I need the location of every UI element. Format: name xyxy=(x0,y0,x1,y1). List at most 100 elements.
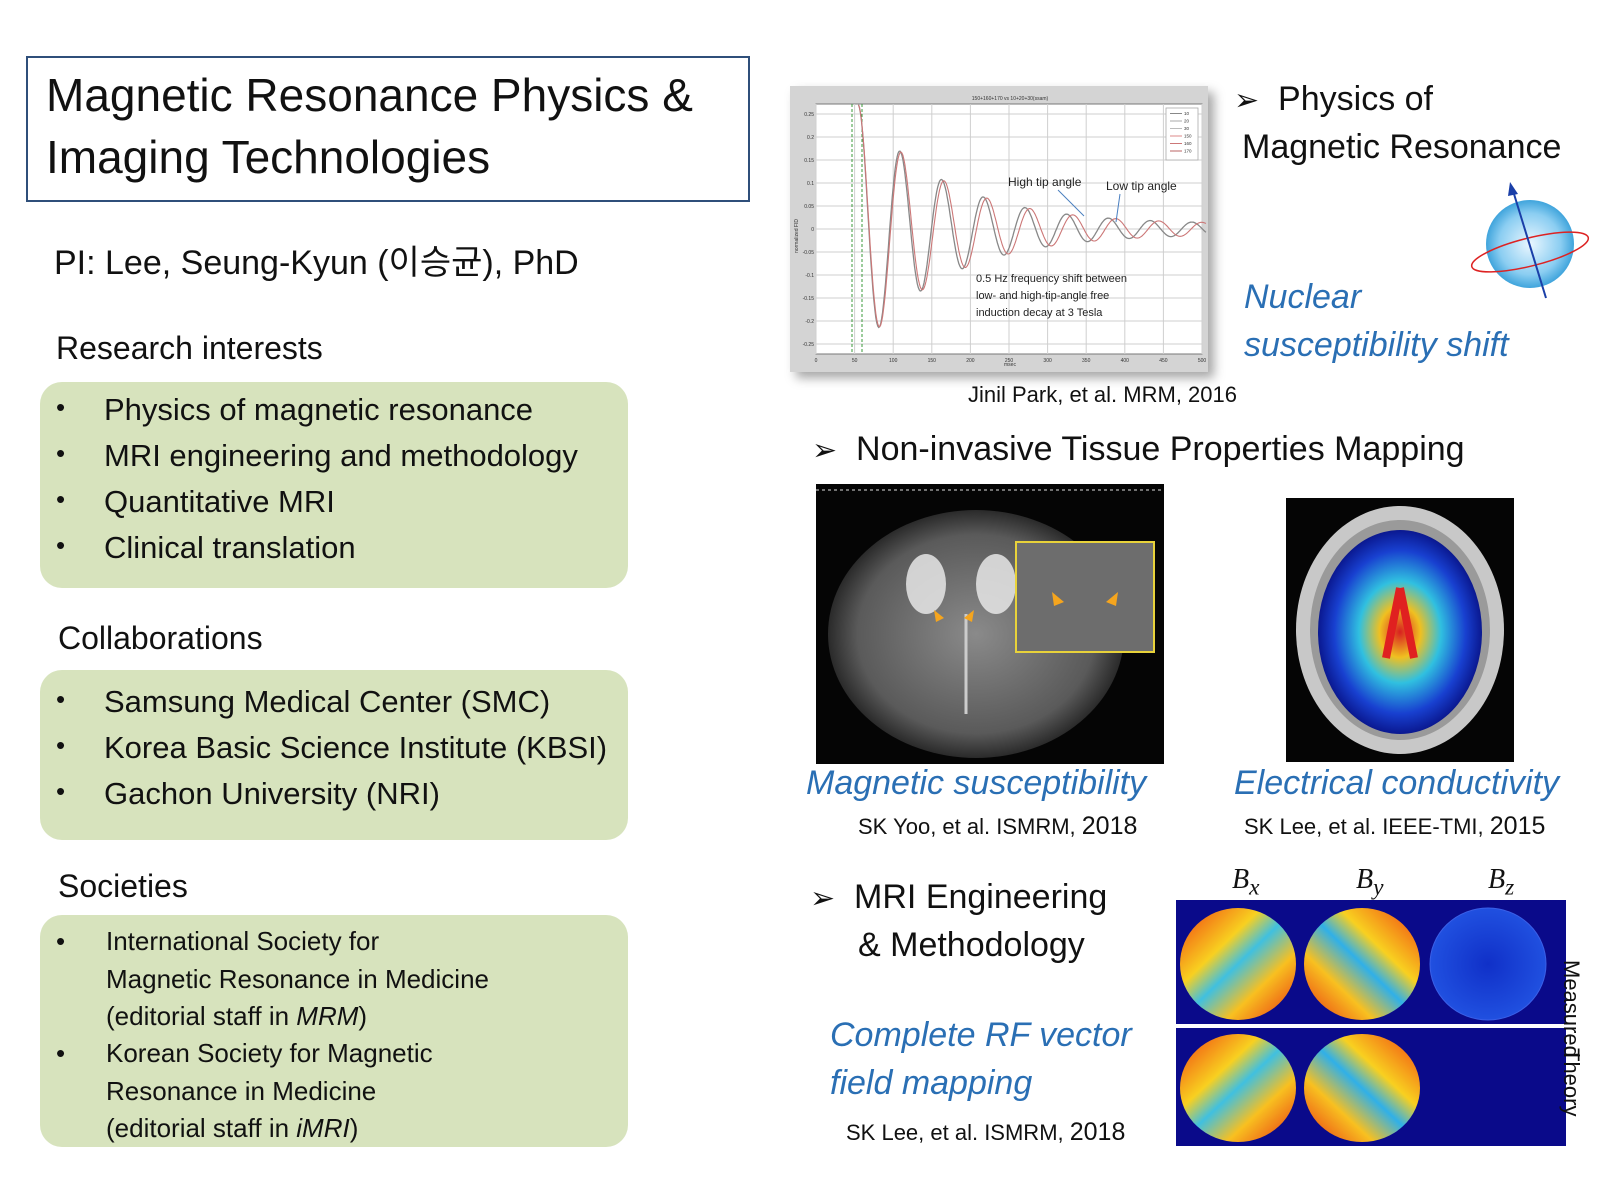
engineering-heading-line-2: & Methodology xyxy=(858,926,1085,964)
b-label: B xyxy=(1232,864,1250,895)
citation-text: SK Lee, et al. ISMRM, xyxy=(846,1120,1070,1145)
arrowhead-icon: ➢ xyxy=(810,882,836,915)
society-line: Magnetic Resonance in Medicine xyxy=(106,963,489,994)
research-item-label: MRI engineering and methodology xyxy=(104,438,578,473)
nuclear-caption-line-1: Nuclear xyxy=(1244,278,1362,316)
col-label-by: By xyxy=(1356,864,1383,902)
citation-year: 2018 xyxy=(1069,1118,1126,1146)
col-label-bz: Bz xyxy=(1488,864,1514,902)
society-text: (editorial staff in xyxy=(106,1113,297,1143)
legend-label: 20 xyxy=(1184,119,1190,124)
low-tip-curve xyxy=(857,104,1207,328)
x-tick-label: 400 xyxy=(1121,358,1130,364)
plot-note-line-2: low- and high-tip-angle free xyxy=(976,290,1109,302)
collaboration-item-label: Samsung Medical Center (SMC) xyxy=(104,684,551,719)
bullet-icon: • xyxy=(56,484,66,514)
collaboration-item-label: Korea Basic Science Institute (KBSI) xyxy=(104,730,608,765)
rf-field-maps xyxy=(1176,900,1566,1146)
society-line: Resonance in Medicine xyxy=(106,1075,377,1106)
bullet-icon: • xyxy=(56,1038,66,1068)
x-tick-label: 350 xyxy=(1082,358,1091,364)
society-item-2: Korean Society for Magnetic Resonance in… xyxy=(106,1035,433,1148)
y-tick-label: 0.15 xyxy=(804,158,814,164)
title-line-1: Magnetic Resonance Physics & xyxy=(46,69,693,121)
susceptibility-brain-image xyxy=(816,484,1164,764)
research-heading: Research interests xyxy=(56,330,323,366)
fid-plot: 0.25 0.2 0.15 0.1 0.05 0 -0.05 -0.1 -0.15 -0.2 -0.… xyxy=(790,86,1208,372)
nuclear-caption-line-2: susceptibility shift xyxy=(1244,326,1509,364)
tissue-heading: ➢ Non-invasive Tissue Properties Mapping xyxy=(812,430,1465,469)
y-tick-label: 0.2 xyxy=(807,135,814,141)
plot-note-line-3: induction decay at 3 Tesla xyxy=(976,307,1103,319)
arrowhead-icon: ➢ xyxy=(1234,84,1260,117)
plot-top-title: 150+160+170 vs 10+20+30(ssam) xyxy=(972,96,1049,102)
plot-legend xyxy=(1165,107,1199,161)
bullet-icon: • xyxy=(56,438,66,468)
row-label-measured: Measured xyxy=(1559,960,1584,1058)
arrowhead-icon: ➢ xyxy=(812,434,838,467)
bullet-icon: • xyxy=(56,730,66,760)
rf-caption-line-2: field mapping xyxy=(830,1064,1033,1102)
citation-year: 2015 xyxy=(1489,812,1546,840)
x-tick-label: 100 xyxy=(889,358,898,364)
x-tick-label: 50 xyxy=(852,358,858,364)
society-line: Korean Society for Magnetic xyxy=(106,1038,433,1068)
legend-label: 10 xyxy=(1184,111,1190,116)
society-line: (editorial staff in iMRI) xyxy=(106,1110,433,1148)
engineering-heading-line-1: MRI Engineering xyxy=(854,878,1108,916)
tissue-heading-text: Non-invasive Tissue Properties Mapping xyxy=(856,430,1465,468)
plot-note-line-1: 0.5 Hz frequency shift between xyxy=(976,273,1127,285)
bullet-icon: • xyxy=(56,926,66,956)
col-label-bx: Bx xyxy=(1232,864,1259,902)
citation-yoo: SK Yoo, et al. ISMRM, 2018 xyxy=(858,812,1137,841)
collaborations-heading: Collaborations xyxy=(58,620,263,656)
title-box: Magnetic Resonance Physics & Imaging Tec… xyxy=(26,56,750,202)
conductivity-brain-image xyxy=(1286,498,1514,762)
high-tip-curve xyxy=(857,104,1207,329)
physics-heading-line-1: Physics of xyxy=(1278,80,1433,118)
y-tick-label: -0.15 xyxy=(803,296,815,302)
x-tick-label: 500 xyxy=(1198,358,1207,364)
engineering-heading: ➢ MRI Engineering xyxy=(810,878,1107,917)
bullet-icon: • xyxy=(56,776,66,806)
journal-name: iMRI xyxy=(296,1113,350,1143)
spin-sphere-icon xyxy=(1460,180,1590,310)
y-tick-label: 0.05 xyxy=(804,204,814,210)
label-low-tip: Low tip angle xyxy=(1106,179,1177,193)
society-line: International Society for xyxy=(106,926,380,956)
citation-lee-ismrm: SK Lee, et al. ISMRM, 2018 xyxy=(846,1118,1125,1147)
x-tick-label: 150 xyxy=(928,358,937,364)
citation-park: Jinil Park, et al. MRM, 2016 xyxy=(968,382,1237,407)
society-item-1: International Society for Magnetic Reson… xyxy=(106,923,489,1036)
legend-label: 160 xyxy=(1184,141,1192,146)
y-tick-label: -0.2 xyxy=(805,319,814,325)
b-sub: x xyxy=(1249,874,1260,901)
society-line: (editorial staff in MRM) xyxy=(106,998,489,1036)
y-tick-label: -0.25 xyxy=(803,342,815,348)
society-text: ) xyxy=(358,1001,368,1031)
x-tick-label: 0 xyxy=(815,358,818,364)
pi-line: PI: Lee, Seung-Kyun (이승균), PhD xyxy=(54,244,579,282)
title-line-2: Imaging Technologies xyxy=(46,131,491,183)
y-tick-label: -0.1 xyxy=(805,273,814,279)
society-text: (editorial staff in xyxy=(106,1001,297,1031)
y-tick-label: 0.1 xyxy=(807,181,814,187)
society-text: ) xyxy=(349,1113,359,1143)
research-item-label: Clinical translation xyxy=(104,530,356,565)
b-sub: y xyxy=(1373,874,1384,901)
legend-label: 30 xyxy=(1184,126,1190,131)
rf-caption-line-1: Complete RF vector xyxy=(830,1016,1132,1054)
y-tick-label: 0.25 xyxy=(804,112,814,118)
x-tick-label: 200 xyxy=(966,358,975,364)
bullet-icon: • xyxy=(56,392,66,422)
row-label-theory: Theory xyxy=(1559,1048,1584,1117)
arrow-low xyxy=(1115,193,1121,223)
physics-heading: ➢ Physics of xyxy=(1234,80,1433,119)
conductivity-caption: Electrical conductivity xyxy=(1234,764,1560,802)
bullet-icon: • xyxy=(56,684,66,714)
label-high-tip: High tip angle xyxy=(1008,175,1082,189)
x-tick-label: 450 xyxy=(1159,358,1168,364)
citation-text: SK Yoo, et al. ISMRM, xyxy=(858,814,1082,839)
societies-box: • International Society for Magnetic Res… xyxy=(40,915,628,1147)
legend-label: 170 xyxy=(1184,149,1192,154)
